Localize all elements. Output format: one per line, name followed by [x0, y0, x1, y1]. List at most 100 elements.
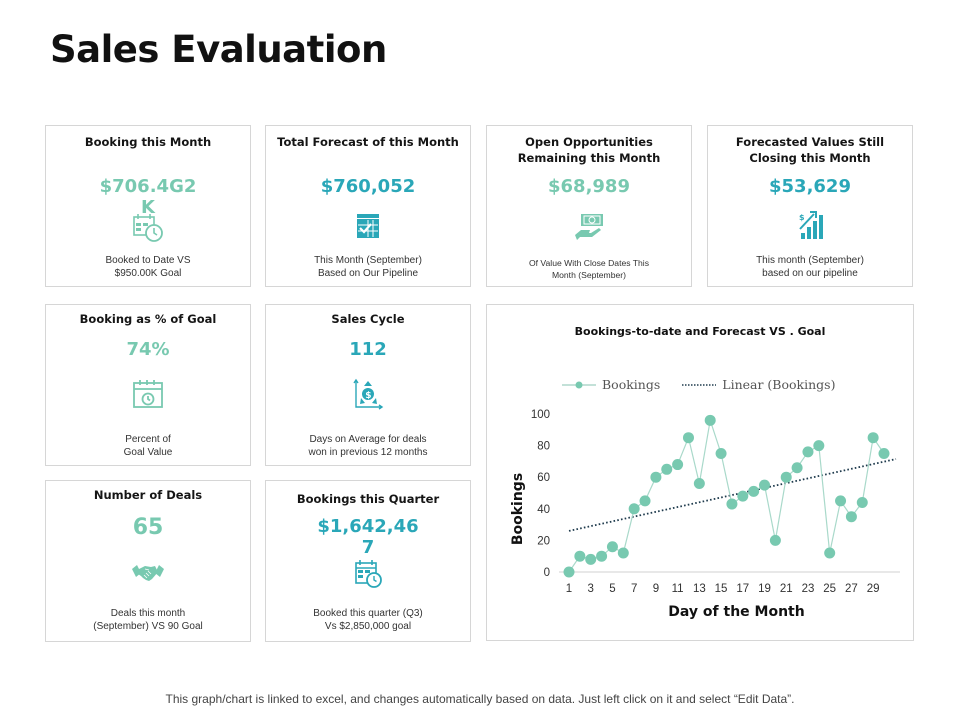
x-tick-label: 7: [631, 583, 637, 595]
desc-line: Of Value With Close Dates This: [528, 258, 650, 268]
y-tick-label: 0: [544, 567, 550, 579]
card-value: $1,642,467: [317, 516, 419, 558]
trendline-linear-bookings: [568, 458, 897, 532]
calendar-clock-icon: [130, 378, 166, 410]
x-tick-label: 1: [566, 583, 572, 595]
card-title: Total Forecast of this Month: [277, 135, 459, 149]
desc-line: This Month (September): [314, 255, 422, 266]
card-description: Days on Average for deals won in previou…: [266, 433, 470, 459]
calendar-clock-icon: [130, 212, 166, 244]
x-tick-label: 25: [823, 583, 836, 595]
data-point-bookings: [661, 463, 673, 475]
x-tick-label: 19: [758, 583, 771, 595]
data-point-bookings: [878, 448, 890, 459]
desc-line: $950.00K Goal: [114, 268, 182, 279]
dollar-cycle-icon: $: [350, 378, 386, 410]
desc-line: Percent of: [125, 434, 171, 445]
data-point-bookings: [845, 511, 857, 523]
x-tick-label: 27: [845, 583, 858, 595]
card-title: Booking this Month: [84, 135, 212, 149]
card-sales-cycle: Sales Cycle 112 $ Days on Average for de…: [265, 304, 471, 466]
y-tick-label: 80: [537, 441, 550, 453]
calendar-clock-icon: [350, 558, 386, 590]
legend-marker-linear: [682, 383, 717, 386]
data-point-bookings: [617, 547, 629, 559]
card-value: 65: [132, 515, 164, 540]
x-tick-label: 23: [802, 583, 815, 595]
card-description: This month (September) based on our pipe…: [708, 254, 912, 280]
legend-marker-bookings: [562, 381, 596, 388]
x-tick-label: 13: [693, 583, 706, 595]
data-point-bookings: [835, 495, 847, 507]
data-point-bookings: [748, 485, 760, 497]
card-forecasted-values: Forecasted Values Still Closing this Mon…: [707, 125, 913, 287]
card-number-of-deals: Number of Deals 65 Deals this month (Sep…: [45, 480, 251, 642]
card-value: 112: [349, 339, 387, 360]
card-booking-this-month: Booking this Month $706.4G2K Booked to D…: [45, 125, 251, 287]
x-tick-label: 17: [736, 583, 749, 595]
data-point-bookings: [693, 478, 705, 490]
title-line: Closing this Month: [749, 151, 871, 165]
calendar-check-icon: [350, 211, 386, 243]
x-tick-label: 3: [588, 583, 594, 595]
card-title: Open Opportunities Remaining this Month: [487, 134, 691, 166]
x-tick-label: 29: [867, 583, 880, 595]
data-point-bookings: [672, 459, 684, 471]
y-tick-label: 60: [537, 472, 550, 484]
legend-item-bookings: Bookings: [562, 377, 660, 392]
footer-note: This graph/chart is linked to excel, and…: [165, 692, 795, 706]
card-title: Sales Cycle: [331, 312, 405, 326]
data-point-bookings: [856, 496, 868, 508]
card-title: Booking as % of Goal: [79, 312, 217, 326]
card-description: Percent of Goal Value: [46, 433, 250, 459]
y-tick-label: 100: [531, 409, 550, 421]
data-point-bookings: [867, 432, 879, 444]
data-point-bookings: [563, 566, 575, 578]
card-value: $706.4G2K: [99, 176, 197, 218]
data-point-bookings: [628, 503, 640, 515]
card-title: Forecasted Values Still Closing this Mon…: [708, 134, 912, 166]
x-tick-label: 5: [609, 583, 615, 595]
x-axis-title: Day of the Month: [668, 604, 804, 620]
data-point-bookings: [596, 550, 608, 562]
data-point-bookings: [574, 550, 586, 562]
growth-chart-icon: $: [792, 209, 828, 241]
data-point-bookings: [704, 414, 716, 426]
data-point-bookings: [606, 541, 618, 553]
desc-line: Deals this month: [110, 608, 186, 619]
desc-line: Based on Our Pipeline: [317, 268, 419, 279]
card-value: $760,052: [320, 176, 416, 197]
desc-line: based on our pipeline: [762, 268, 858, 279]
data-point-bookings: [726, 498, 738, 510]
legend-item-linear: Linear (Bookings): [682, 377, 835, 392]
title-line: Remaining this Month: [517, 151, 661, 165]
desc-line: Days on Average for deals: [309, 434, 427, 445]
x-tick-label: 15: [715, 583, 728, 595]
card-value: $68,989: [548, 176, 630, 197]
page-title: Sales Evaluation: [50, 28, 387, 71]
desc-line: Month (September): [551, 270, 627, 280]
card-description: Booked this quarter (Q3) Vs $2,850,000 g…: [266, 607, 470, 633]
bookings-chart-card[interactable]: Bookings-to-date and Forecast VS . Goal …: [486, 304, 914, 641]
card-description: Booked to Date VS $950.00K Goal: [46, 254, 250, 280]
card-value: $53,629: [769, 176, 851, 197]
card-description: This Month (September) Based on Our Pipe…: [266, 254, 470, 280]
card-description: Deals this month (September) VS 90 Goal: [46, 607, 250, 633]
chart-legend: Bookings Linear (Bookings): [562, 377, 857, 392]
data-point-bookings: [824, 547, 836, 559]
data-point-bookings: [737, 490, 749, 502]
handshake-icon: [130, 557, 166, 589]
card-booking-pct-goal: Booking as % of Goal 74% Percent of Goal…: [45, 304, 251, 466]
title-line: Forecasted Values Still: [735, 135, 885, 149]
y-axis-title: Bookings: [510, 473, 526, 545]
data-point-bookings: [585, 553, 597, 565]
data-point-bookings: [759, 479, 771, 491]
card-description: Of Value With Close Dates This Month (Se…: [487, 257, 691, 281]
y-tick-label: 40: [537, 504, 550, 516]
card-open-opportunities: Open Opportunities Remaining this Month …: [486, 125, 692, 287]
desc-line: (September) VS 90 Goal: [93, 621, 203, 632]
data-point-bookings: [769, 534, 781, 546]
data-point-bookings: [802, 446, 814, 458]
data-point-bookings: [715, 448, 727, 459]
